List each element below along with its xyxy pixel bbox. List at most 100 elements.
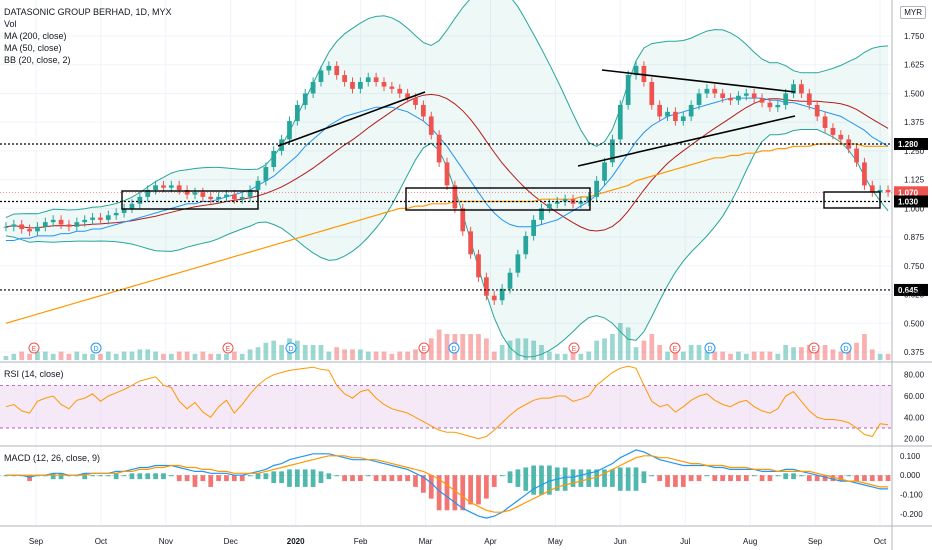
- macd-histogram-bar: [105, 475, 111, 477]
- candle-body: [806, 93, 812, 105]
- macd-histogram-bar: [586, 469, 592, 487]
- candle-body: [176, 185, 182, 190]
- macd-histogram-bar: [625, 467, 631, 491]
- candle-body: [231, 194, 237, 200]
- macd-histogram-bar: [452, 475, 458, 511]
- macd-histogram-bar: [523, 467, 529, 491]
- legend-vol: Vol: [4, 19, 17, 29]
- level-badge: [894, 195, 928, 208]
- time-tick-label: Jul: [680, 537, 690, 546]
- macd-line: [5, 449, 889, 519]
- candle-body: [287, 121, 292, 140]
- marker-label: D: [93, 346, 98, 353]
- candle-body: [239, 196, 245, 200]
- volume-bar: [247, 349, 253, 360]
- range-box: [121, 190, 259, 210]
- rsi-line: [5, 365, 889, 440]
- candle-body: [436, 134, 442, 163]
- volume-bar: [499, 345, 505, 360]
- candle-body: [862, 162, 867, 186]
- volume-bar: [460, 334, 466, 360]
- volume-bar: [342, 349, 347, 360]
- volume-bar: [531, 340, 536, 360]
- macd-histogram-bar: [350, 475, 355, 482]
- volume-bar: [649, 334, 655, 360]
- macd-histogram-bar: [673, 475, 678, 487]
- candle-body: [814, 104, 820, 117]
- trendline: [277, 91, 426, 147]
- macd-histogram-bar: [822, 475, 828, 482]
- macd-tick-label: -0.100: [900, 491, 923, 500]
- candle-body: [11, 224, 17, 227]
- volume-bar: [176, 351, 182, 360]
- candle-body: [105, 215, 111, 220]
- price-tick-label: 1.000: [904, 204, 925, 213]
- candle-body: [302, 93, 308, 105]
- candle-body: [405, 93, 410, 99]
- signal-line: [5, 455, 889, 513]
- volume-bar: [365, 351, 371, 360]
- candle-body: [294, 104, 300, 122]
- macd-histogram-bar: [869, 475, 875, 482]
- candle-body: [397, 88, 403, 94]
- volume-bar: [854, 342, 859, 360]
- earnings-marker: [568, 342, 580, 354]
- macd-histogram-bar: [846, 475, 852, 477]
- macd-histogram-bar: [113, 473, 119, 480]
- macd-histogram-bar: [168, 475, 174, 477]
- time-tick-label: Aug: [743, 537, 757, 546]
- volume-bar: [665, 351, 670, 360]
- candle-body: [326, 65, 332, 71]
- macd-histogram-bar: [578, 469, 584, 487]
- macd-histogram-bar: [547, 465, 552, 495]
- legend-ma200: MA (200, close): [4, 31, 67, 41]
- candle-body: [539, 208, 544, 220]
- range-box: [823, 191, 881, 209]
- candle-body: [554, 201, 560, 204]
- macd-histogram-bar: [137, 473, 143, 480]
- time-tick-label: Mar: [419, 537, 433, 546]
- macd-histogram-bar: [594, 469, 600, 487]
- candle-body: [168, 185, 174, 188]
- rsi-band: [0, 385, 892, 428]
- candle-body: [153, 185, 158, 190]
- legend-bb: BB (20, close, 2): [4, 55, 71, 65]
- candle-body: [885, 189, 891, 193]
- macd-histogram-bar: [617, 467, 623, 491]
- candle-body: [696, 93, 702, 105]
- macd-histogram-bar: [255, 473, 261, 480]
- volume-bar: [82, 353, 88, 360]
- macd-histogram-bar: [405, 475, 410, 482]
- macd-histogram-bar: [428, 475, 434, 499]
- price-tick-label: 0.375: [904, 348, 925, 357]
- macd-histogram-bar: [153, 473, 158, 480]
- volume-bar: [358, 349, 363, 360]
- candle-body: [499, 288, 505, 301]
- volume-bar: [168, 353, 174, 360]
- earnings-marker: [222, 342, 234, 354]
- volume-bar: [318, 345, 324, 360]
- macd-histogram-bar: [830, 475, 836, 482]
- macd-histogram-bar: [302, 469, 308, 487]
- macd-histogram-bar: [271, 471, 277, 484]
- macd-histogram-bar: [602, 469, 607, 487]
- macd-histogram-bar: [82, 473, 88, 480]
- currency-button[interactable]: MYR: [900, 6, 926, 19]
- volume-bar: [66, 353, 72, 360]
- candle-body: [271, 150, 277, 167]
- macd-histogram-bar: [460, 475, 466, 511]
- candle-body: [767, 102, 773, 108]
- volume-bar: [602, 338, 607, 360]
- candle-body: [42, 222, 48, 227]
- candle-body: [421, 104, 426, 117]
- macd-histogram-bar: [720, 475, 726, 482]
- volume-bar: [673, 347, 678, 360]
- candle-body: [121, 208, 127, 213]
- candle-body: [58, 219, 64, 225]
- macd-histogram-bar: [50, 473, 56, 480]
- macd-histogram-bar: [436, 475, 442, 511]
- macd-histogram-bar: [231, 475, 237, 482]
